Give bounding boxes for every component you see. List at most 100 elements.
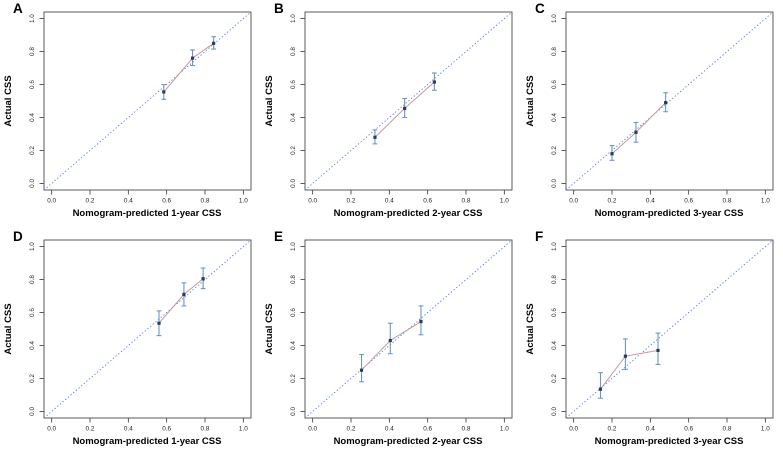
x-tick-label: 0.6 <box>162 426 171 433</box>
diagonal-reference-line <box>43 239 252 419</box>
x-tick-label: 0.8 <box>462 426 471 433</box>
x-tick-label: 0.8 <box>723 198 732 205</box>
data-point <box>162 90 166 94</box>
y-tick-label: 0.4 <box>551 341 558 350</box>
y-tick-label: 0.2 <box>29 374 36 383</box>
data-point <box>623 354 628 358</box>
y-tick-label: 0.6 <box>551 80 558 89</box>
x-tick-label: 0.2 <box>608 426 617 433</box>
y-tick-label: 0.0 <box>29 407 36 416</box>
x-tick-label: 1.0 <box>761 426 770 433</box>
y-tick-label: 0.6 <box>29 80 36 89</box>
x-tick-label: 0.4 <box>124 426 133 433</box>
x-tick-label: 1.0 <box>239 426 248 433</box>
data-point <box>610 152 614 156</box>
y-tick-label: 0.2 <box>551 146 558 155</box>
x-tick-label: 1.0 <box>761 198 770 205</box>
plot-layer: 0.0 0.0 0.2 0.2 0.4 0.4 0.6 0.6 0.8 0.8 1.0 1.0 <box>290 239 513 433</box>
panel-letter: F <box>535 229 543 244</box>
x-tick-label: 0.2 <box>347 426 356 433</box>
x-tick-label: 0.6 <box>423 198 432 205</box>
y-tick-label: 0.2 <box>290 146 297 155</box>
data-point <box>157 321 161 325</box>
x-tick-label: 0.8 <box>201 198 210 205</box>
data-point <box>388 338 392 343</box>
data-point <box>201 277 205 281</box>
y-tick-label: 0.2 <box>29 146 36 155</box>
calibration-line <box>158 278 204 324</box>
x-tick-label: 0.8 <box>723 426 732 433</box>
y-tick-label: 0.6 <box>551 308 558 317</box>
y-tick-label: 0.0 <box>551 179 558 188</box>
plot-layer: 0.0 0.0 0.2 0.2 0.4 0.4 0.6 0.6 0.8 0.8 1.0 1.0 <box>551 11 774 205</box>
y-axis-label: Actual CSS <box>525 75 536 126</box>
calibration-plot-a: A Actual CSS Nomogram-predicted 1-year C… <box>3 1 252 219</box>
data-point <box>403 106 407 111</box>
y-tick-label: 0.4 <box>29 341 36 350</box>
panel-letter: D <box>13 229 23 244</box>
y-axis-label: Actual CSS <box>525 303 536 354</box>
y-tick-label: 0.8 <box>551 47 558 56</box>
calibration-plot-e: E Actual CSS Nomogram-predicted 2-year C… <box>264 229 513 447</box>
x-axis-label: Nomogram-predicted 3-year CSS <box>595 436 744 447</box>
calibration-line <box>361 321 422 371</box>
x-axis-label: Nomogram-predicted 2-year CSS <box>334 208 483 219</box>
data-point <box>664 101 668 105</box>
x-axis-label: Nomogram-predicted 3-year CSS <box>595 208 744 219</box>
data-point <box>190 56 195 60</box>
y-axis-label: Actual CSS <box>264 303 275 354</box>
y-tick-label: 0.4 <box>290 113 297 122</box>
x-tick-label: 0.4 <box>385 198 394 205</box>
y-tick-label: 1.0 <box>551 14 558 23</box>
y-tick-label: 0.8 <box>29 47 36 56</box>
y-tick-label: 0.0 <box>551 407 558 416</box>
x-tick-label: 0.6 <box>684 426 693 433</box>
panel-e: E Actual CSS Nomogram-predicted 2-year C… <box>261 228 522 456</box>
diagonal-reference-line <box>565 239 774 419</box>
y-tick-label: 0.8 <box>290 275 297 284</box>
calibration-line <box>600 349 659 390</box>
y-tick-label: 0.8 <box>290 47 297 56</box>
data-point <box>432 80 436 84</box>
calibration-plot-f: F Actual CSS Nomogram-predicted 3-year C… <box>525 229 774 447</box>
panel-a: A Actual CSS Nomogram-predicted 1-year C… <box>0 0 261 228</box>
x-tick-label: 1.0 <box>500 198 509 205</box>
plot-box <box>565 239 774 419</box>
x-tick-label: 0.2 <box>347 198 356 205</box>
plot-layer: 0.0 0.0 0.2 0.2 0.4 0.4 0.6 0.6 0.8 0.8 1.0 1.0 <box>551 239 774 433</box>
x-tick-label: 0.2 <box>86 198 95 205</box>
x-tick-label: 1.0 <box>500 426 509 433</box>
calibration-line <box>611 102 667 155</box>
x-tick-label: 0.8 <box>201 426 210 433</box>
x-axis-label: Nomogram-predicted 1-year CSS <box>73 436 222 447</box>
plot-layer: 0.0 0.0 0.2 0.2 0.4 0.4 0.6 0.6 0.8 0.8 1.0 1.0 <box>29 239 252 433</box>
y-tick-label: 0.8 <box>551 275 558 284</box>
data-point <box>212 41 216 45</box>
data-point <box>656 348 660 353</box>
x-tick-label: 0.6 <box>684 198 693 205</box>
y-tick-label: 1.0 <box>290 242 297 251</box>
x-tick-label: 0.0 <box>308 426 317 433</box>
data-point <box>373 135 377 139</box>
plot-box <box>304 239 513 419</box>
y-axis-label: Actual CSS <box>264 75 275 126</box>
x-tick-label: 0.6 <box>423 426 432 433</box>
calibration-plot-c: C Actual CSS Nomogram-predicted 3-year C… <box>525 1 774 219</box>
y-tick-label: 0.2 <box>551 374 558 383</box>
y-tick-label: 0.8 <box>29 275 36 284</box>
x-tick-label: 0.4 <box>646 198 655 205</box>
y-tick-label: 0.6 <box>29 308 36 317</box>
x-tick-label: 0.4 <box>385 426 394 433</box>
x-axis-label: Nomogram-predicted 1-year CSS <box>73 208 222 219</box>
x-tick-label: 0.2 <box>608 198 617 205</box>
y-tick-label: 0.4 <box>551 113 558 122</box>
data-point <box>634 130 638 134</box>
y-tick-label: 1.0 <box>29 14 36 23</box>
data-point <box>419 319 423 324</box>
data-point <box>182 292 186 296</box>
plot-layer: 0.0 0.0 0.2 0.2 0.4 0.4 0.6 0.6 0.8 0.8 1.0 1.0 <box>29 11 252 205</box>
plot-box <box>304 11 513 191</box>
diagonal-reference-line <box>565 11 774 191</box>
y-tick-label: 0.0 <box>29 179 36 188</box>
plot-box <box>43 239 252 419</box>
